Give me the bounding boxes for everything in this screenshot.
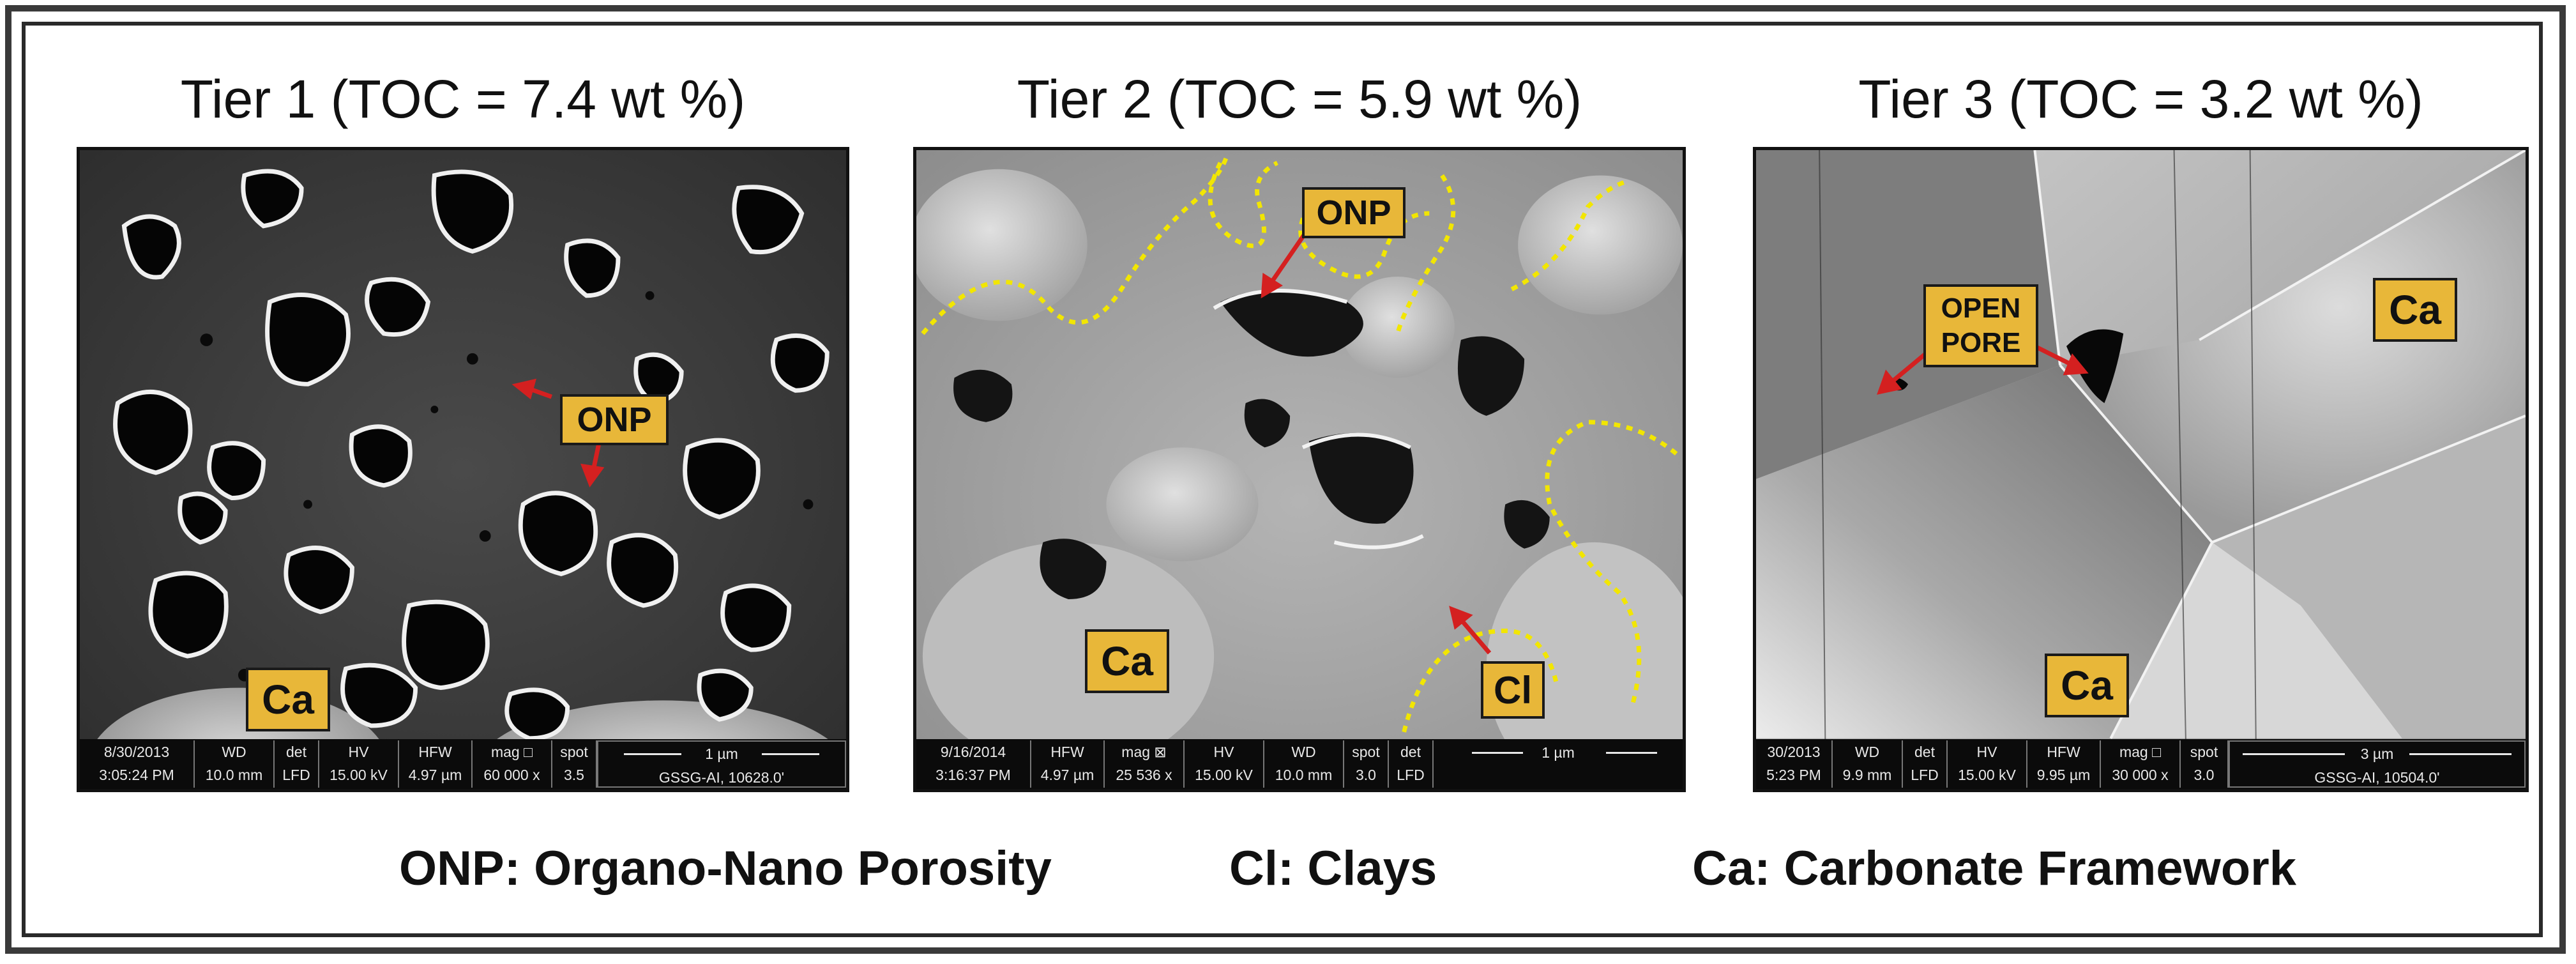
databar-spot: 3.0: [1356, 767, 1376, 783]
scale-bar-label: 1 µm: [705, 746, 738, 762]
databar-hv: 15.00 kV: [330, 767, 388, 783]
tier1-title: Tier 1 (TOC = 7.4 wt %): [180, 69, 746, 129]
databar-wd: 10.0 mm: [1275, 767, 1333, 783]
boundary-7: [1402, 629, 1559, 733]
databar-hv-header: HV: [1976, 744, 1997, 760]
scale-bar-tier3: 3 µm GSSG-AI, 10504.0': [2229, 740, 2526, 788]
databar-hv: 15.00 kV: [1195, 767, 1253, 783]
databar-hfw-header: HFW: [2047, 744, 2080, 760]
open-pore-label-line1: OPEN: [1941, 293, 2021, 324]
databar-spot: 3.0: [2193, 767, 2215, 783]
databar-sample: GSSG-AI, 10504.0': [2314, 769, 2440, 786]
legend-clays: Cl: Clays: [1229, 841, 1437, 896]
sem-image-tier3: 30/2013 5:23 PM WD 9.9 mm det LFD HV 15.00 k…: [1753, 147, 2529, 792]
sem-databar-tier2: 9/16/2014 3:16:37 PM HFW 4.97 µm mag ⊠ 25 5…: [916, 739, 1683, 789]
databar-hfw: 9.95 µm: [2036, 767, 2091, 783]
databar-mag-header: mag □: [490, 744, 533, 760]
sem-databar-tier3: 30/2013 5:23 PM WD 9.9 mm det LFD HV 15.00 k…: [1756, 739, 2526, 789]
boundary-4: [1395, 174, 1456, 334]
databar-mag-header: mag ⊠: [1121, 744, 1167, 760]
databar-date: 9/16/2014: [940, 744, 1006, 760]
databar-det: LFD: [1397, 767, 1425, 783]
sem-databar-tier1: 8/30/2013 3:05:24 PM WD 10.0 mm det LFD HV 1…: [80, 739, 846, 789]
databar-spot: 3.5: [564, 767, 584, 783]
outer-frame: [5, 5, 2566, 954]
databar-mag: 25 536 x: [1116, 767, 1172, 783]
databar-sample: GSSG-AI, 10628.0': [658, 769, 785, 786]
scale-bar-tier2: 1 µm: [1434, 740, 1683, 788]
sem-texture-tier2: [916, 150, 1683, 789]
sem-image-tier1: 8/30/2013 3:05:24 PM WD 10.0 mm det LFD HV 1…: [77, 147, 849, 792]
scale-bar-label: 1 µm: [1542, 744, 1575, 761]
databar-spot-header: spot: [560, 744, 588, 760]
databar-wd-header: WD: [1854, 744, 1880, 760]
legend-onp: ONP: Organo-Nano Porosity: [399, 841, 1052, 896]
databar-det-header: det: [1400, 744, 1421, 760]
databar-hv: 15.00 kV: [1958, 767, 2016, 783]
databar-wd: 10.0 mm: [205, 767, 263, 783]
cl-label-tier2: Cl: [1481, 661, 1545, 719]
scale-bar-label: 3 µm: [2360, 746, 2394, 762]
databar-det: LFD: [1911, 767, 1939, 783]
databar-mag: 30 000 x: [2112, 767, 2169, 783]
databar-det-header: det: [1914, 744, 1935, 760]
databar-hv-header: HV: [348, 744, 369, 760]
databar-hfw-header: HFW: [418, 744, 452, 760]
databar-date: 8/30/2013: [103, 744, 170, 760]
databar-wd-header: WD: [222, 744, 246, 760]
open-pore-label-tier3: OPEN PORE: [1923, 284, 2038, 367]
databar-wd-header: WD: [1291, 744, 1316, 760]
ca-label-tier2: Ca: [1085, 629, 1169, 693]
boundary-5: [1510, 180, 1626, 291]
tier2-title: Tier 2 (TOC = 5.9 wt %): [1017, 69, 1582, 129]
databar-hv-header: HV: [1213, 744, 1234, 760]
databar-mag: 60 000 x: [483, 767, 540, 783]
legend-carbonate: Ca: Carbonate Framework: [1692, 841, 2297, 896]
databar-spot-header: spot: [1352, 744, 1380, 760]
databar-spot-header: spot: [2190, 744, 2218, 760]
databar-wd: 9.9 mm: [1842, 767, 1892, 783]
databar-det-header: det: [286, 744, 307, 760]
ca-label-tier3-bottom: Ca: [2045, 654, 2129, 717]
databar-hfw-header: HFW: [1050, 744, 1084, 760]
databar-time: 5:23 PM: [1766, 767, 1821, 783]
databar-det: LFD: [282, 767, 310, 783]
databar-hfw: 4.97 µm: [1040, 767, 1095, 783]
onp-label-tier2: ONP: [1302, 187, 1405, 238]
tier3-title: Tier 3 (TOC = 3.2 wt %): [1858, 69, 2423, 129]
sem-texture-tier3: [1756, 150, 2526, 789]
databar-time: 3:16:37 PM: [936, 767, 1011, 783]
open-pore-label-line2: PORE: [1941, 327, 2021, 358]
scale-bar-tier1: 1 µm GSSG-AI, 10628.0': [597, 740, 846, 788]
boundary-2: [1208, 160, 1278, 249]
databar-date: 30/2013: [1767, 744, 1821, 760]
boundary-1: [921, 155, 1229, 335]
onp-label-tier1: ONP: [560, 394, 669, 445]
databar-mag-header: mag □: [2119, 744, 2162, 760]
boundary-6: [1545, 420, 1678, 708]
ca-label-tier3-top: Ca: [2373, 278, 2457, 342]
databar-time: 3:05:24 PM: [99, 767, 174, 783]
databar-hfw: 4.97 µm: [408, 767, 462, 783]
sem-texture-tier1: [80, 150, 846, 789]
ca-label-tier1: Ca: [246, 668, 330, 731]
sem-image-tier2: 9/16/2014 3:16:37 PM HFW 4.97 µm mag ⊠ 25 5…: [913, 147, 1686, 792]
